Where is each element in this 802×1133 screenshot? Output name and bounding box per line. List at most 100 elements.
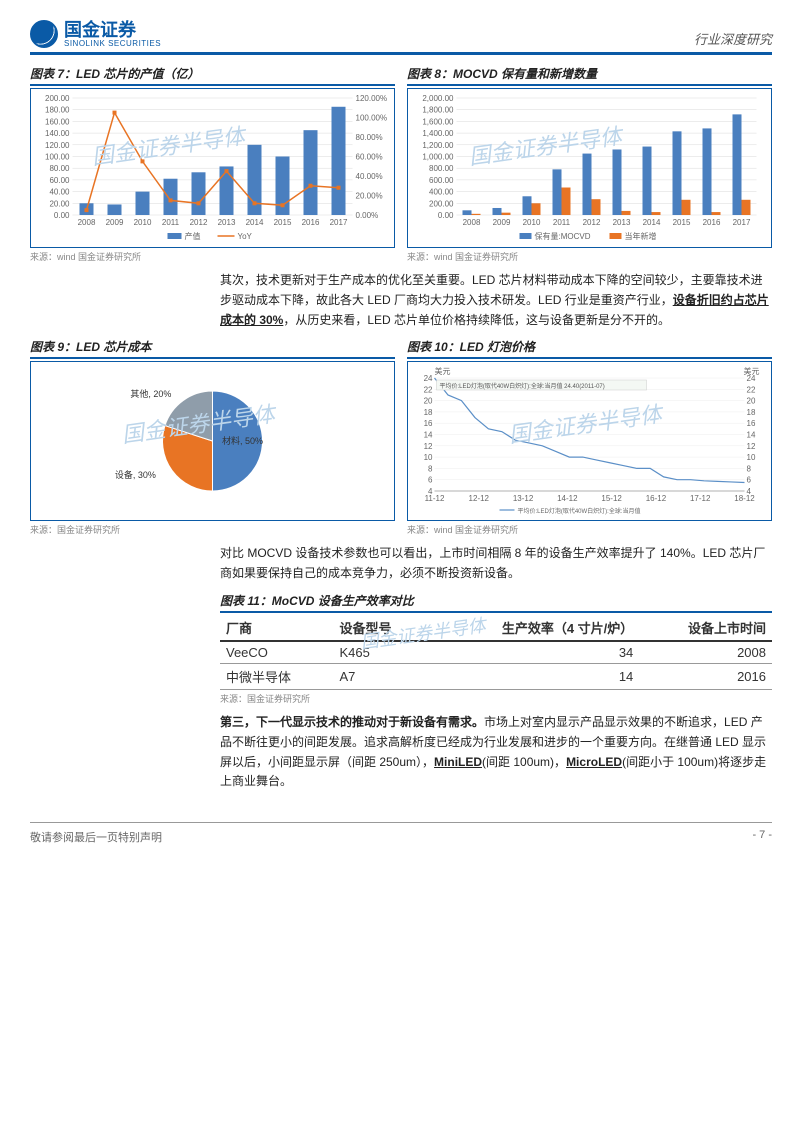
logo: 国金证券 SINOLINK SECURITIES: [30, 20, 161, 48]
svg-text:11-12: 11-12: [425, 494, 445, 503]
chart10-source: 来源：wind 国金证券研究所: [407, 523, 772, 536]
page-footer: 敬请参阅最后一页特别声明 - 7 -: [30, 822, 772, 845]
svg-text:2013: 2013: [218, 218, 236, 227]
svg-text:2016: 2016: [703, 218, 721, 227]
svg-text:20.00: 20.00: [49, 199, 70, 208]
svg-text:1,000.00: 1,000.00: [422, 153, 454, 162]
svg-text:22: 22: [747, 386, 756, 395]
svg-text:平均价:LED灯泡(取代40W白炽灯):全球:当月值: 平均价:LED灯泡(取代40W白炽灯):全球:当月值: [518, 507, 641, 515]
svg-text:24: 24: [747, 374, 756, 383]
svg-text:1,600.00: 1,600.00: [422, 117, 454, 126]
chart7-title: 图表 7：LED 芯片的产值（亿）: [30, 65, 395, 86]
svg-text:12: 12: [424, 442, 433, 451]
svg-text:2017: 2017: [330, 218, 348, 227]
svg-text:美元: 美元: [435, 366, 451, 376]
svg-text:YoY: YoY: [238, 232, 253, 241]
svg-text:20: 20: [424, 397, 433, 406]
svg-text:其他, 20%: 其他, 20%: [130, 388, 171, 399]
paragraph-3: 第三，下一代显示技术的推动对于新设备有需求。市场上对室内显示产品显示效果的不断追…: [220, 713, 772, 792]
svg-text:2009: 2009: [106, 218, 124, 227]
svg-text:1,200.00: 1,200.00: [422, 141, 454, 150]
svg-text:40.00: 40.00: [49, 188, 70, 197]
svg-text:10: 10: [424, 453, 433, 462]
svg-text:200.00: 200.00: [45, 94, 70, 103]
table11: 国金证券半导体 厂商设备型号生产效率（4 寸片/炉）设备上市时间VeeCOK46…: [220, 615, 772, 690]
svg-text:180.00: 180.00: [45, 106, 70, 115]
svg-text:16-12: 16-12: [646, 494, 667, 503]
svg-text:2011: 2011: [162, 218, 180, 227]
svg-text:17-12: 17-12: [690, 494, 711, 503]
svg-text:设备, 30%: 设备, 30%: [115, 469, 156, 480]
svg-text:40.00%: 40.00%: [356, 172, 383, 181]
svg-text:60.00: 60.00: [49, 176, 70, 185]
svg-text:14-12: 14-12: [557, 494, 578, 503]
svg-text:800.00: 800.00: [429, 164, 454, 173]
chart7: 国金证券半导体 0.0020.0040.0060.0080.00100.0012…: [30, 88, 395, 248]
svg-text:14: 14: [424, 431, 433, 440]
company-name-en: SINOLINK SECURITIES: [64, 39, 161, 48]
svg-text:140.00: 140.00: [45, 129, 70, 138]
svg-text:120.00: 120.00: [45, 141, 70, 150]
svg-text:100.00%: 100.00%: [356, 114, 388, 123]
svg-text:10: 10: [747, 453, 756, 462]
chart8-title: 图表 8：MOCVD 保有量和新增数量: [407, 65, 772, 86]
company-name-cn: 国金证券: [64, 21, 161, 39]
svg-text:80.00: 80.00: [49, 164, 70, 173]
table11-source: 来源：国金证券研究所: [220, 692, 772, 705]
svg-text:2014: 2014: [643, 218, 661, 227]
chart8: 国金证券半导体 0.00200.00400.00600.00800.001,00…: [407, 88, 772, 248]
page-number: - 7 -: [752, 829, 772, 845]
page-header: 国金证券 SINOLINK SECURITIES 行业深度研究: [30, 20, 772, 55]
paragraph-2: 对比 MOCVD 设备技术参数也可以看出，上市时间相隔 8 年的设备生产效率提升…: [220, 544, 772, 584]
chart9: 国金证券半导体 材料, 50%设备, 30%其他, 20%: [30, 361, 395, 521]
svg-text:16: 16: [747, 420, 756, 429]
svg-text:400.00: 400.00: [429, 188, 454, 197]
svg-text:18: 18: [747, 408, 756, 417]
svg-text:2013: 2013: [613, 218, 631, 227]
svg-text:2008: 2008: [463, 218, 481, 227]
svg-text:6: 6: [747, 476, 752, 485]
svg-text:20.00%: 20.00%: [356, 192, 383, 201]
svg-text:18-12: 18-12: [734, 494, 755, 503]
svg-text:平均价:LED灯泡(取代40W白炽灯):全球:当月值 24.: 平均价:LED灯泡(取代40W白炽灯):全球:当月值 24.40(2011-07…: [440, 382, 605, 390]
svg-text:80.00%: 80.00%: [356, 133, 383, 142]
svg-text:2012: 2012: [583, 218, 601, 227]
chart9-source: 来源：国金证券研究所: [30, 523, 395, 536]
svg-text:材料, 50%: 材料, 50%: [222, 435, 263, 446]
chart9-title: 图表 9：LED 芯片成本: [30, 338, 395, 359]
svg-text:100.00: 100.00: [45, 153, 70, 162]
svg-text:0.00%: 0.00%: [356, 211, 379, 220]
svg-text:当年新增: 当年新增: [625, 231, 657, 241]
chart10: 国金证券半导体 美元美元4466881010121214141616181820…: [407, 361, 772, 521]
svg-text:16: 16: [424, 420, 433, 429]
svg-text:2009: 2009: [493, 218, 511, 227]
svg-text:2012: 2012: [190, 218, 208, 227]
chart8-source: 来源：wind 国金证券研究所: [407, 250, 772, 263]
svg-text:22: 22: [424, 386, 433, 395]
svg-text:保有量:MOCVD: 保有量:MOCVD: [535, 231, 591, 241]
svg-text:160.00: 160.00: [45, 117, 70, 126]
svg-text:2014: 2014: [246, 218, 264, 227]
paragraph-1: 其次，技术更新对于生产成本的优化至关重要。LED 芯片材料带动成本下降的空间较少…: [220, 271, 772, 330]
svg-text:600.00: 600.00: [429, 176, 454, 185]
svg-text:2008: 2008: [78, 218, 96, 227]
svg-text:2015: 2015: [274, 218, 292, 227]
svg-text:2017: 2017: [733, 218, 751, 227]
chart10-title: 图表 10：LED 灯泡价格: [407, 338, 772, 359]
svg-text:2010: 2010: [134, 218, 152, 227]
svg-text:2011: 2011: [553, 218, 571, 227]
svg-text:60.00%: 60.00%: [356, 153, 383, 162]
svg-text:产值: 产值: [185, 231, 201, 241]
footer-disclaimer: 敬请参阅最后一页特别声明: [30, 829, 162, 845]
svg-text:120.00%: 120.00%: [356, 94, 388, 103]
svg-text:20: 20: [747, 397, 756, 406]
svg-text:6: 6: [428, 476, 433, 485]
svg-text:1,400.00: 1,400.00: [422, 129, 454, 138]
svg-text:200.00: 200.00: [429, 199, 454, 208]
chart7-source: 来源：wind 国金证券研究所: [30, 250, 395, 263]
svg-text:14: 14: [747, 431, 756, 440]
svg-text:0.00: 0.00: [54, 211, 70, 220]
svg-text:18: 18: [424, 408, 433, 417]
svg-text:2,000.00: 2,000.00: [422, 94, 454, 103]
svg-text:2015: 2015: [673, 218, 691, 227]
